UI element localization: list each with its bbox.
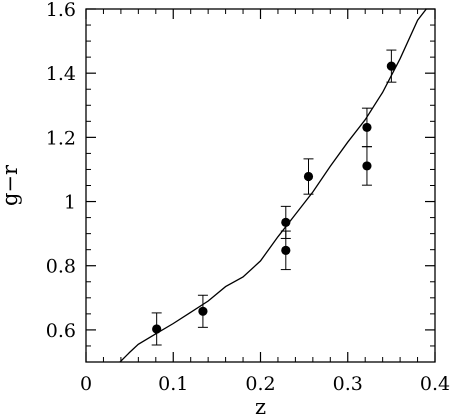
data-point (281, 217, 291, 228)
data-point (152, 324, 162, 334)
data-point (198, 306, 208, 316)
y-tick-label: 1.6 (46, 0, 76, 21)
plot-content (119, 9, 427, 362)
x-tick-labels: 0 0.1 0.2 0.3 0.4 (80, 373, 450, 395)
x-axis-label: z (255, 395, 266, 419)
x-tick-label: 0.3 (333, 373, 363, 395)
y-tick-label: 0.8 (46, 256, 76, 278)
data-points (152, 61, 396, 334)
plot-frame (85, 8, 436, 363)
error-bars (151, 49, 397, 346)
data-point (386, 61, 396, 71)
model-curve-line (119, 9, 427, 362)
x-tick-label: 0 (80, 373, 92, 395)
data-point (362, 161, 372, 171)
x-tick-label: 0.4 (420, 373, 450, 395)
y-tick-label: 1 (64, 192, 76, 214)
data-point (362, 122, 372, 133)
x-tick-label: 0.1 (158, 373, 188, 395)
y-tick-label: 0.6 (46, 320, 76, 342)
x-tick-label: 0.2 (245, 373, 275, 395)
y-tick-labels: 0.6 0.8 1 1.2 1.4 1.6 (46, 0, 76, 342)
y-tick-label: 1.2 (46, 127, 76, 149)
data-point (303, 171, 314, 182)
y-axis-label: g−r (0, 164, 22, 206)
minor-ticks (86, 9, 435, 363)
y-tick-label: 1.4 (46, 63, 76, 85)
data-point (281, 245, 291, 255)
major-ticks (85, 8, 436, 362)
